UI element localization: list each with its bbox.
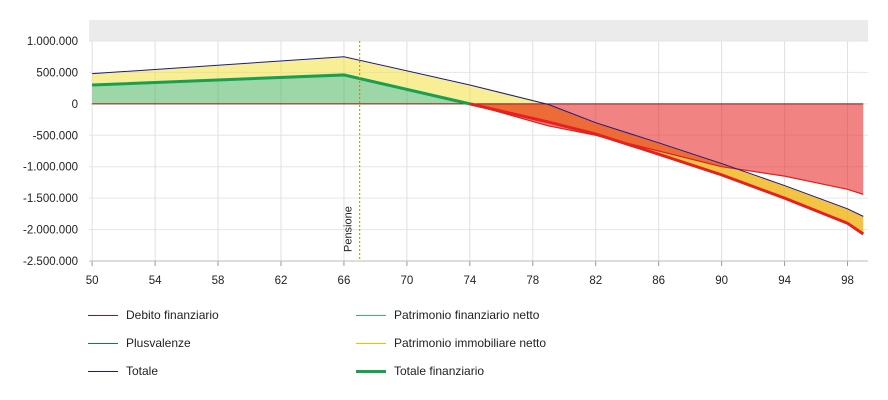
- legend-item-debito[interactable]: Debito finanziario: [88, 308, 219, 322]
- legend-label: Patrimonio finanziario netto: [394, 308, 540, 322]
- legend: Debito finanziario Patrimonio finanziari…: [0, 300, 888, 400]
- legend-swatch: [88, 314, 118, 316]
- x-tick-label: 90: [715, 275, 728, 287]
- x-tick-label: 94: [778, 275, 791, 287]
- legend-label: Totale: [126, 364, 159, 378]
- legend-label: Plusvalenze: [126, 336, 191, 350]
- x-tick-label: 58: [212, 275, 225, 287]
- legend-swatch: [356, 314, 386, 316]
- pensione-label: Pensione: [343, 206, 355, 252]
- x-axis-labels: 50 54 58 62 66 70 74 78 82 86 90 94 98: [86, 275, 854, 287]
- y-tick-label: -1.000.000: [23, 162, 78, 174]
- x-tick-label: 74: [463, 275, 476, 287]
- y-tick-label: -1.500.000: [23, 193, 78, 205]
- legend-swatch: [88, 342, 118, 344]
- y-tick-label: 0: [72, 99, 78, 111]
- line-totale: [92, 56, 864, 217]
- lines: [92, 56, 865, 236]
- chart-svg: Pensione 1.000.000 500.000 0 -500.000 -1.000…: [23, 20, 868, 287]
- legend-swatch: [356, 342, 386, 344]
- x-tick-label: 62: [275, 275, 288, 287]
- x-tick-label: 50: [86, 275, 99, 287]
- x-tick-label: 54: [149, 275, 162, 287]
- y-axis-labels: 1.000.000 500.000 0 -500.000 -1.000.000 -1.50…: [23, 36, 78, 268]
- x-tick-label: 98: [841, 275, 854, 287]
- y-tick-label: 1.000.000: [27, 36, 78, 48]
- x-tick-label: 70: [400, 275, 413, 287]
- plot-header-band: [89, 20, 868, 41]
- y-tick-label: -2.000.000: [23, 225, 78, 237]
- legend-item-patrimonio-finanziario[interactable]: Patrimonio finanziario netto: [356, 308, 539, 322]
- line-totale-finanziario-negative: [469, 102, 865, 236]
- x-tick-label: 82: [589, 275, 602, 287]
- legend-label: Totale finanziario: [394, 364, 485, 378]
- y-tick-label: -2.500.000: [23, 256, 78, 268]
- y-tick-label: -500.000: [33, 130, 78, 142]
- line-totale-finanziario: [92, 73, 471, 106]
- area-patrimonio-immobiliare: [92, 56, 864, 234]
- legend-item-patrimonio-immobiliare[interactable]: Patrimonio immobiliare netto: [356, 336, 546, 350]
- annotations: Pensione: [343, 41, 361, 261]
- legend-swatch: [88, 370, 118, 372]
- x-tick-label: 86: [652, 275, 665, 287]
- legend-item-totale[interactable]: Totale: [88, 364, 158, 378]
- legend-swatch: [356, 369, 386, 373]
- legend-label: Patrimonio immobiliare netto: [394, 336, 547, 350]
- x-tick-label: 78: [526, 275, 539, 287]
- x-tick-label: 66: [338, 275, 351, 287]
- legend-item-plusvalenze[interactable]: Plusvalenze: [88, 336, 191, 350]
- legend-item-totale-finanziario[interactable]: Totale finanziario: [356, 364, 484, 378]
- areas: [92, 56, 864, 234]
- y-tick-label: 500.000: [36, 67, 78, 79]
- legend-label: Debito finanziario: [126, 308, 219, 322]
